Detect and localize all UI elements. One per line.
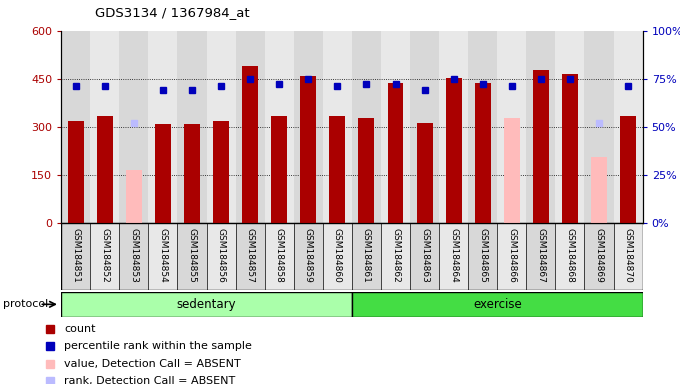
Bar bbox=[120, 31, 148, 223]
Bar bbox=[381, 223, 410, 290]
Text: GSM184866: GSM184866 bbox=[507, 228, 516, 283]
Text: percentile rank within the sample: percentile rank within the sample bbox=[64, 341, 252, 351]
Text: exercise: exercise bbox=[473, 298, 522, 311]
Bar bbox=[562, 74, 578, 223]
Bar bbox=[177, 31, 207, 223]
Text: GSM184863: GSM184863 bbox=[420, 228, 429, 283]
Bar bbox=[497, 223, 526, 290]
Bar bbox=[410, 223, 439, 290]
Bar bbox=[90, 31, 120, 223]
Bar bbox=[620, 116, 636, 223]
Text: GDS3134 / 1367984_at: GDS3134 / 1367984_at bbox=[95, 6, 250, 19]
Bar bbox=[439, 31, 468, 223]
Text: GSM184865: GSM184865 bbox=[478, 228, 487, 283]
Bar bbox=[265, 223, 294, 290]
Text: GSM184853: GSM184853 bbox=[129, 228, 138, 283]
Bar bbox=[148, 31, 177, 223]
Text: GSM184855: GSM184855 bbox=[188, 228, 197, 283]
Bar bbox=[556, 223, 585, 290]
Bar bbox=[184, 124, 200, 223]
Bar bbox=[155, 124, 171, 223]
Bar bbox=[235, 223, 265, 290]
Text: GSM184851: GSM184851 bbox=[71, 228, 80, 283]
Text: GSM184852: GSM184852 bbox=[101, 228, 109, 283]
Bar bbox=[417, 122, 432, 223]
Bar bbox=[329, 116, 345, 223]
Bar bbox=[410, 31, 439, 223]
Bar bbox=[294, 31, 323, 223]
Bar bbox=[235, 31, 265, 223]
Bar bbox=[556, 31, 585, 223]
Bar bbox=[497, 31, 526, 223]
Text: protocol: protocol bbox=[3, 299, 49, 310]
Bar bbox=[381, 31, 410, 223]
Text: GSM184869: GSM184869 bbox=[594, 228, 603, 283]
Bar bbox=[294, 223, 323, 290]
Bar bbox=[97, 116, 113, 223]
Bar bbox=[591, 157, 607, 223]
Bar bbox=[388, 83, 403, 223]
Bar bbox=[585, 31, 613, 223]
Text: count: count bbox=[64, 323, 96, 334]
Text: GSM184861: GSM184861 bbox=[362, 228, 371, 283]
Bar bbox=[271, 116, 287, 223]
Bar bbox=[352, 31, 381, 223]
Text: GSM184859: GSM184859 bbox=[304, 228, 313, 283]
Bar bbox=[526, 223, 556, 290]
Text: sedentary: sedentary bbox=[177, 298, 237, 311]
Text: GSM184867: GSM184867 bbox=[537, 228, 545, 283]
Text: GSM184868: GSM184868 bbox=[566, 228, 575, 283]
Text: GSM184857: GSM184857 bbox=[245, 228, 254, 283]
Bar bbox=[61, 292, 352, 317]
Bar bbox=[533, 70, 549, 223]
Bar bbox=[301, 76, 316, 223]
Text: GSM184862: GSM184862 bbox=[391, 228, 400, 283]
Bar bbox=[207, 31, 235, 223]
Bar bbox=[358, 118, 375, 223]
Bar bbox=[126, 170, 142, 223]
Bar bbox=[352, 292, 643, 317]
Text: GSM184864: GSM184864 bbox=[449, 228, 458, 283]
Bar bbox=[439, 223, 468, 290]
Bar bbox=[68, 121, 84, 223]
Bar bbox=[213, 121, 229, 223]
Text: rank, Detection Call = ABSENT: rank, Detection Call = ABSENT bbox=[64, 376, 235, 384]
Bar bbox=[445, 78, 462, 223]
Bar bbox=[613, 223, 643, 290]
Bar bbox=[613, 31, 643, 223]
Bar bbox=[585, 223, 613, 290]
Bar bbox=[265, 31, 294, 223]
Bar bbox=[468, 31, 497, 223]
Text: GSM184858: GSM184858 bbox=[275, 228, 284, 283]
Text: GSM184860: GSM184860 bbox=[333, 228, 342, 283]
Bar bbox=[526, 31, 556, 223]
Bar bbox=[61, 223, 90, 290]
Bar bbox=[177, 223, 207, 290]
Text: GSM184870: GSM184870 bbox=[624, 228, 632, 283]
Bar bbox=[352, 223, 381, 290]
Bar bbox=[120, 223, 148, 290]
Bar bbox=[61, 31, 90, 223]
Text: GSM184854: GSM184854 bbox=[158, 228, 167, 283]
Text: GSM184856: GSM184856 bbox=[217, 228, 226, 283]
Bar bbox=[475, 83, 491, 223]
Bar bbox=[207, 223, 235, 290]
Bar bbox=[242, 66, 258, 223]
Bar bbox=[323, 223, 352, 290]
Bar bbox=[504, 118, 520, 223]
Bar bbox=[90, 223, 120, 290]
Bar bbox=[323, 31, 352, 223]
Bar bbox=[148, 223, 177, 290]
Text: value, Detection Call = ABSENT: value, Detection Call = ABSENT bbox=[64, 359, 241, 369]
Bar bbox=[468, 223, 497, 290]
